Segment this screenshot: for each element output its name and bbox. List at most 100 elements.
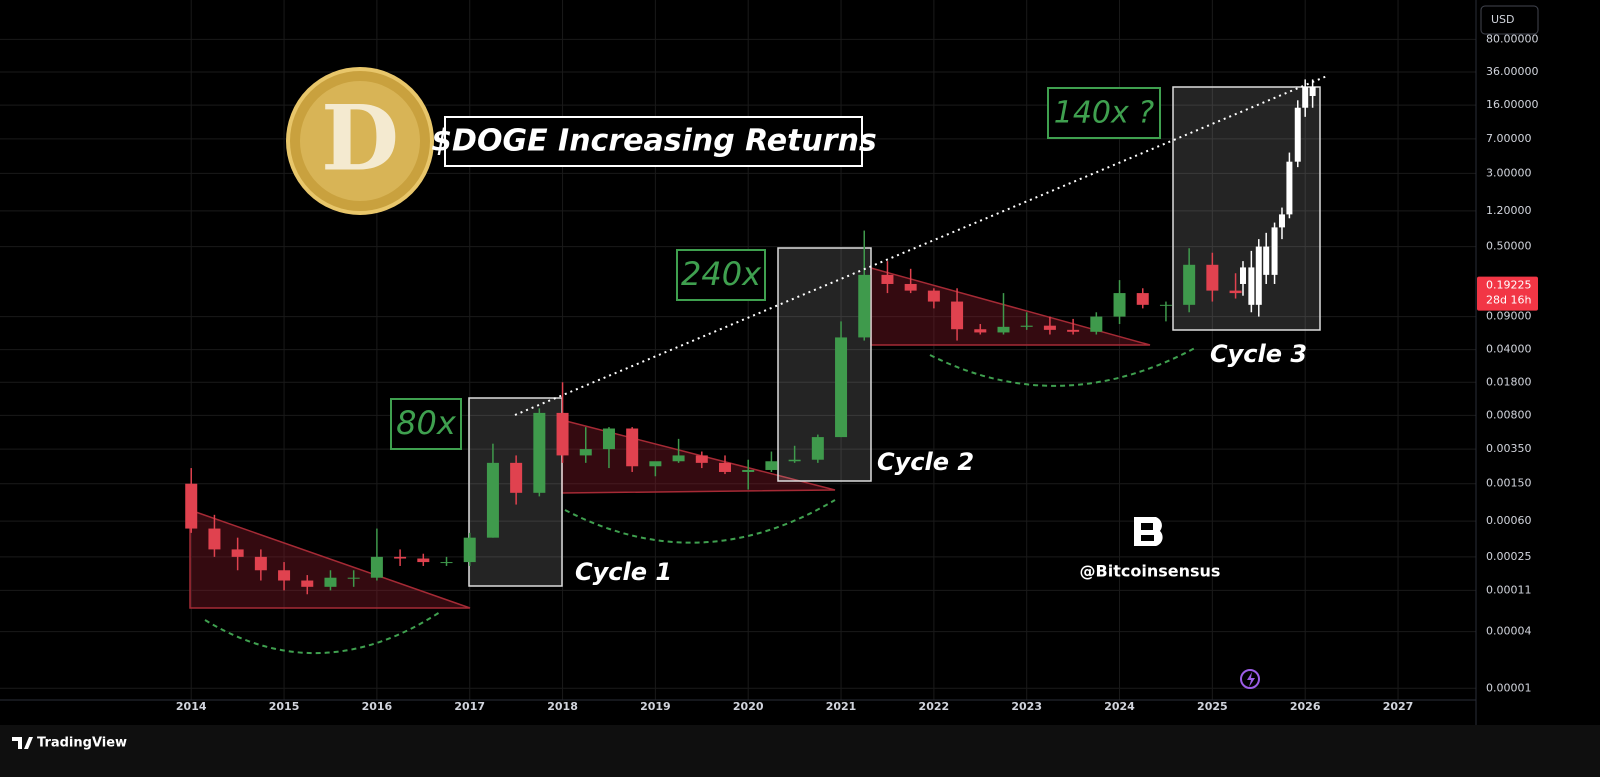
candle-body [835,337,848,438]
candle-body [1278,214,1285,228]
y-tick-label: 0.01800 [1486,375,1532,388]
candle-body [394,556,407,559]
x-tick-label: 2025 [1197,700,1228,713]
y-tick-label: 3.00000 [1486,166,1532,179]
y-tick-label: 0.00060 [1486,514,1532,527]
multiple-label: 140x ? [1054,96,1155,131]
candle-body [765,461,778,470]
candle-body [1286,161,1293,215]
candle-body [1113,293,1126,317]
candle-body [347,577,360,579]
candle-body [1248,267,1255,305]
y-tick-label: 16.00000 [1486,98,1539,111]
candle-body [811,437,824,460]
y-tick-label: 80.00000 [1486,32,1539,45]
x-tick-label: 2024 [1104,700,1135,713]
y-tick-label: 0.09000 [1486,310,1532,323]
candle-body [1206,264,1219,291]
y-tick-label: 1.20000 [1486,204,1532,217]
y-tick-label: 0.00004 [1486,625,1532,638]
candle-body [1183,264,1196,305]
candle-body [649,461,662,467]
candle-body [1020,325,1033,327]
candle-body [278,570,291,581]
candle-body [370,556,383,578]
candle-body [533,412,546,493]
pattern-triangle [189,508,471,609]
trend-line [514,75,1328,416]
candle-body [1263,246,1270,275]
candle-body [417,558,430,563]
candle-body [1255,246,1262,305]
candle-body [1043,325,1056,330]
countdown: 28d 16h [1486,294,1531,307]
watermark-logo [1134,517,1163,546]
candle-body [185,483,198,529]
candle-body [1239,267,1246,284]
candle-body [208,528,221,550]
curve-arrow [929,347,1196,387]
multiple-label: 240x [681,255,762,293]
candle-body [1067,329,1080,332]
y-tick-label: 0.00350 [1486,442,1532,455]
cycle-label: Cycle 2 [877,448,974,476]
brand: TradingView [37,736,127,751]
cycle-label: Cycle 1 [575,558,672,586]
x-tick-label: 2020 [733,700,764,713]
candle-body [463,537,476,563]
candle-body [1271,227,1278,275]
brand-logo [12,737,33,749]
candle-body [1136,293,1149,305]
x-tick-label: 2019 [640,700,671,713]
x-tick-label: 2023 [1011,700,1042,713]
y-tick-label: 0.00011 [1486,583,1532,596]
candle-body [1309,86,1316,96]
multiple-box [390,398,462,450]
multiple-box [1047,87,1161,139]
x-tick-label: 2021 [826,700,857,713]
assistant-icon-bolt [1247,672,1255,687]
candle-body [927,290,940,302]
multiple-label: 80x [396,404,457,442]
candle-body [486,462,499,538]
last-price-box [1477,276,1538,311]
y-tick-label: 0.50000 [1486,240,1532,253]
candle-body [440,562,453,564]
title-box [444,116,863,167]
candle-body [626,428,639,467]
x-tick-label: 2022 [919,700,950,713]
cycle-label: Cycle 3 [1210,340,1307,368]
y-tick-label: 7.00000 [1486,132,1532,145]
y-tick-label: 0.04000 [1486,343,1532,356]
candle-body [1159,304,1172,306]
chart-title: $DOGE Increasing Returns [431,124,877,159]
y-tick-label: 0.00001 [1486,681,1532,694]
assistant-icon[interactable] [1240,669,1260,689]
candle-body [974,329,987,333]
x-tick-label: 2014 [176,700,207,713]
multiple-box [676,249,766,301]
doge-logo-inner [300,81,420,201]
candle-body [1090,316,1103,332]
currency: USD [1491,13,1515,26]
candle-body [301,580,314,587]
x-tick-label: 2015 [269,700,300,713]
x-tick-label: 2017 [454,700,485,713]
candle-body [719,462,732,472]
y-tick-label: 0.00025 [1486,550,1532,563]
candle-body [231,549,244,557]
x-tick-label: 2018 [547,700,578,713]
footer [0,725,1600,777]
candle-body [904,283,917,291]
candle-body [324,577,337,587]
candle-body [1229,290,1242,294]
candle-body [951,301,964,330]
candle-body [602,428,615,450]
candle-body [1294,107,1301,162]
candle-body [1302,86,1309,108]
currency-button[interactable] [1480,5,1539,35]
candle-body [510,462,523,493]
candle-body [672,455,685,462]
watermark: @Bitcoinsensus [1080,562,1221,581]
